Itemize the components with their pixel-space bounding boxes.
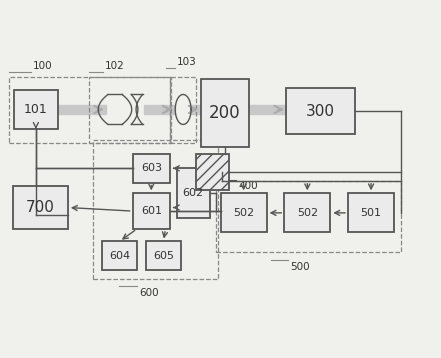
Text: 101: 101 bbox=[24, 103, 48, 116]
Text: 601: 601 bbox=[141, 206, 162, 216]
Text: 300: 300 bbox=[306, 104, 335, 119]
Bar bbox=[287, 88, 355, 134]
Text: 502: 502 bbox=[233, 208, 254, 218]
Text: 603: 603 bbox=[141, 163, 162, 173]
Bar bbox=[13, 186, 68, 229]
Text: 100: 100 bbox=[32, 61, 52, 71]
Text: 501: 501 bbox=[361, 208, 381, 218]
Bar bbox=[196, 154, 229, 190]
Bar bbox=[9, 77, 171, 143]
Bar bbox=[170, 77, 196, 143]
Text: 103: 103 bbox=[176, 57, 196, 67]
Bar bbox=[176, 168, 209, 218]
Bar bbox=[93, 140, 218, 279]
Bar bbox=[284, 193, 330, 232]
Bar bbox=[146, 241, 181, 270]
Text: 200: 200 bbox=[209, 104, 241, 122]
Text: 605: 605 bbox=[153, 251, 174, 261]
Bar bbox=[348, 193, 394, 232]
Bar bbox=[216, 181, 401, 252]
Bar bbox=[89, 77, 170, 143]
Bar bbox=[201, 79, 249, 147]
Bar bbox=[133, 154, 170, 183]
Text: 600: 600 bbox=[139, 288, 159, 298]
Text: 602: 602 bbox=[183, 188, 204, 198]
Bar bbox=[14, 90, 58, 129]
Bar bbox=[220, 193, 267, 232]
Text: 502: 502 bbox=[297, 208, 318, 218]
Text: 400: 400 bbox=[238, 182, 258, 192]
Text: 102: 102 bbox=[105, 61, 125, 71]
Bar bbox=[196, 154, 229, 190]
Text: 604: 604 bbox=[109, 251, 130, 261]
Bar bbox=[102, 241, 137, 270]
Bar bbox=[133, 193, 170, 229]
Text: 700: 700 bbox=[26, 200, 55, 215]
Text: 500: 500 bbox=[290, 262, 310, 272]
